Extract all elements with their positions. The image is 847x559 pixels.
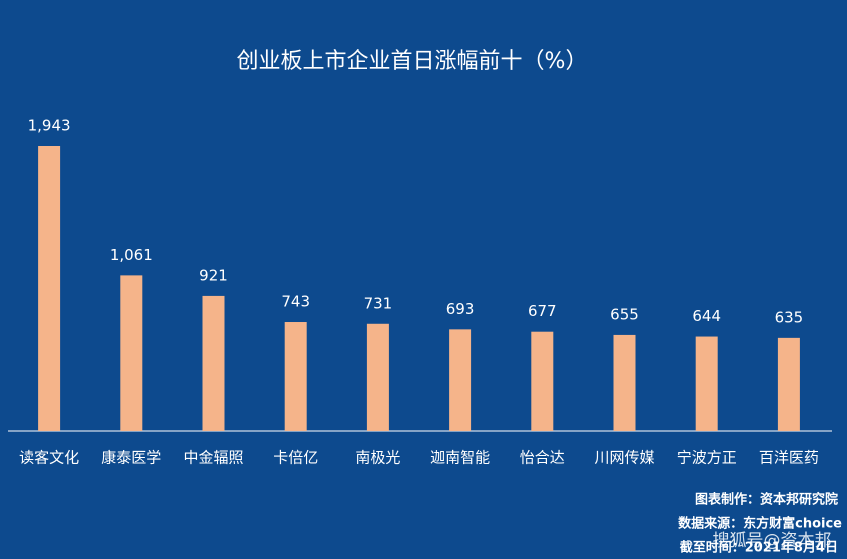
bar — [449, 329, 472, 431]
x-tick-label: 怡合达 — [520, 449, 565, 467]
value-label: 1,943 — [28, 117, 71, 135]
value-label: 921 — [199, 266, 228, 284]
x-tick-label: 读客文化 — [19, 449, 79, 467]
value-label: 731 — [364, 294, 393, 312]
value-label: 677 — [528, 302, 557, 320]
x-tick-label: 南极光 — [355, 449, 400, 467]
value-label: 635 — [775, 308, 804, 326]
x-tick-label: 川网传媒 — [594, 449, 654, 467]
value-label: 693 — [446, 300, 475, 318]
x-tick-label: 中金辐照 — [183, 449, 243, 467]
bar — [531, 331, 554, 431]
bar — [120, 275, 143, 431]
bar — [284, 322, 307, 431]
bar — [695, 336, 718, 431]
chart-title: 创业板上市企业首日涨幅前十（%） — [237, 49, 588, 74]
bar — [38, 146, 61, 431]
watermark: 搜狐号@资本邦 — [713, 531, 832, 551]
x-tick-label: 宁波方正 — [677, 449, 737, 467]
x-tick-label: 康泰医学 — [101, 449, 161, 467]
x-tick-label: 百洋医药 — [759, 449, 819, 467]
bar — [202, 295, 225, 431]
annotation: 数据来源：东方财富choice — [678, 516, 842, 532]
value-label: 644 — [692, 307, 721, 325]
x-tick-label: 迦南智能 — [430, 449, 490, 467]
annotation: 图表制作：资本邦研究院 — [695, 492, 838, 508]
bar — [777, 337, 800, 431]
value-label: 743 — [281, 293, 310, 311]
annotation: 截至时间：2021年8月4日 — [680, 540, 838, 556]
bar — [366, 323, 389, 431]
x-tick-label: 卡倍亿 — [273, 449, 318, 467]
value-label: 655 — [610, 305, 639, 323]
value-label: 1,061 — [110, 246, 153, 264]
bar — [613, 334, 636, 431]
